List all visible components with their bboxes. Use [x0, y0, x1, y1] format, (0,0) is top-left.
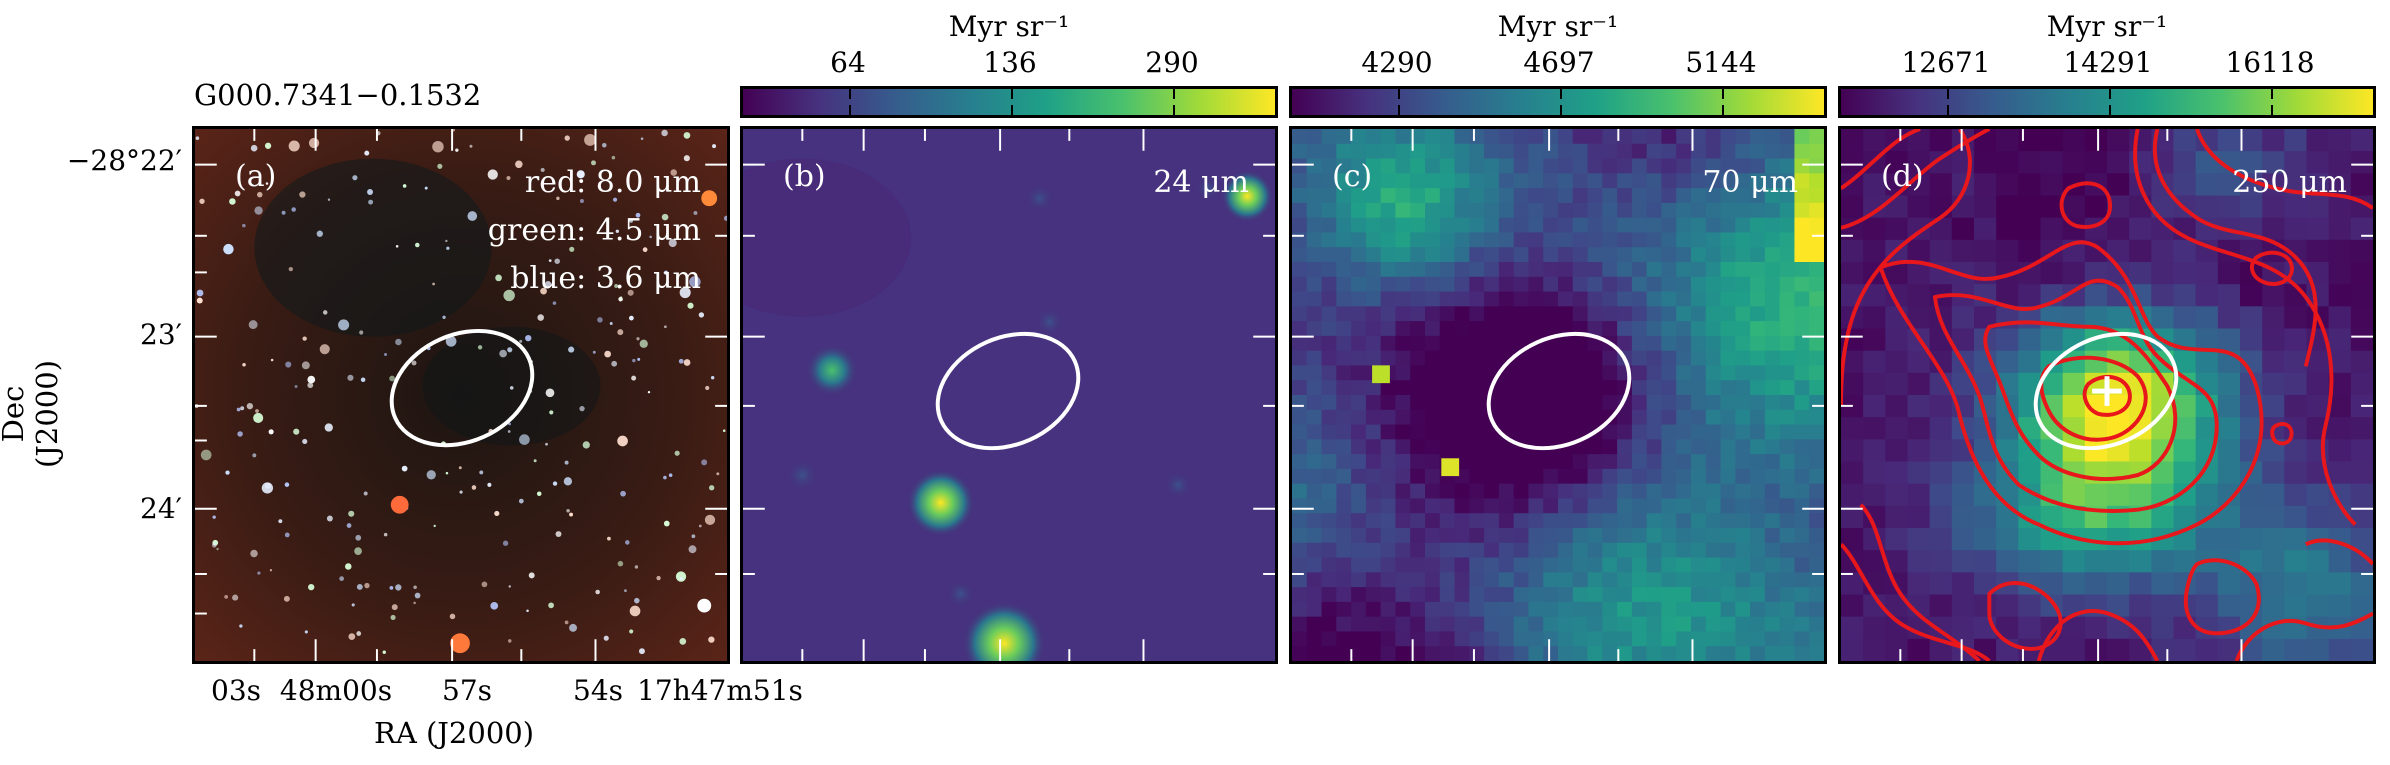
band-green-label: green: 4.5 μm — [487, 213, 701, 248]
panel-c-70um-image: (c) 70 μm — [1289, 126, 1827, 664]
panel-d-label: (d) — [1881, 159, 1924, 194]
panel-c-ticks — [1292, 129, 1824, 661]
panel-b-wavelength: 24 μm — [1153, 165, 1249, 200]
colorbar-tick-c-0: 4290 — [1361, 46, 1433, 79]
panel-b-24um-image: (b) 24 μm — [740, 126, 1278, 664]
y-axis-title: Dec (J2000) — [0, 359, 64, 469]
colorbar-tick-d-2: 16118 — [2225, 46, 2315, 79]
panel-d-250um-image: (d) 250 μm — [1838, 126, 2376, 664]
colorbar-tick-b-1: 136 — [983, 46, 1037, 79]
x-tick-label-4: 17h47m51s — [637, 674, 803, 707]
panel-c-wavelength: 70 μm — [1702, 165, 1798, 200]
colorbar-c — [1289, 86, 1827, 118]
colorbar-tick-d-1: 14291 — [2063, 46, 2153, 79]
panel-d-wavelength: 250 μm — [2232, 165, 2347, 200]
band-blue-label: blue: 3.6 μm — [510, 261, 701, 296]
colorbar-tick-d-0: 12671 — [1901, 46, 1991, 79]
colorbar-title-b: Myr sr⁻¹ — [948, 10, 1070, 43]
x-tick-label-2: 57s — [442, 674, 492, 707]
x-tick-label-1: 48m00s — [279, 674, 393, 707]
ellipse-aperture-a — [389, 328, 535, 448]
colorbar-tick-b-0: 64 — [830, 46, 866, 79]
ellipse-aperture-b — [935, 331, 1081, 451]
y-tick-label-2: 24′ — [140, 492, 182, 525]
panel-b-label: (b) — [783, 159, 826, 194]
panel-a-band-legend: red: 8.0 μm green: 4.5 μm blue: 3.6 μm — [488, 159, 701, 303]
colorbar-tick-c-1: 4697 — [1523, 46, 1595, 79]
panel-d-ticks — [1841, 129, 2373, 661]
pixel-map-70um — [1292, 129, 1824, 661]
panel-a-rgb-image: (a) red: 8.0 μm green: 4.5 μm blue: 3.6 … — [192, 126, 730, 664]
panel-c-label: (c) — [1332, 159, 1373, 194]
colorbar-b — [740, 86, 1278, 118]
panel-a-label: (a) — [235, 159, 277, 194]
colorbar-title-d: Myr sr⁻¹ — [2046, 10, 2168, 43]
colorbar-tick-b-2: 290 — [1145, 46, 1199, 79]
y-tick-label-1: 23′ — [140, 318, 182, 351]
panel-a-ticks — [195, 129, 727, 661]
plus-marker — [2092, 376, 2122, 406]
ellipse-aperture-c — [1486, 331, 1632, 451]
source-name-title: G000.7341−0.1532 — [194, 78, 482, 112]
colorbar-ticks-c: 4290 4697 5144 — [1289, 46, 1827, 82]
star-field — [195, 129, 727, 655]
colorbar-tick-c-2: 5144 — [1685, 46, 1757, 79]
band-red-label: red: 8.0 μm — [524, 165, 701, 200]
x-tick-label-0: 03s — [211, 674, 261, 707]
y-tick-label-0: −28°22′ — [66, 144, 182, 177]
colorbar-ticks-d: 12671 14291 16118 — [1838, 46, 2376, 82]
ellipse-aperture-d — [2033, 331, 2179, 451]
colorbar-title-c: Myr sr⁻¹ — [1497, 10, 1619, 43]
x-tick-label-3: 54s — [573, 674, 623, 707]
colorbar-d — [1838, 86, 2376, 118]
panel-b-ticks — [743, 129, 1275, 661]
x-axis-title: RA (J2000) — [374, 716, 535, 750]
intensity-contours — [1841, 129, 2373, 661]
colorbar-ticks-b: 64 136 290 — [740, 46, 1278, 82]
